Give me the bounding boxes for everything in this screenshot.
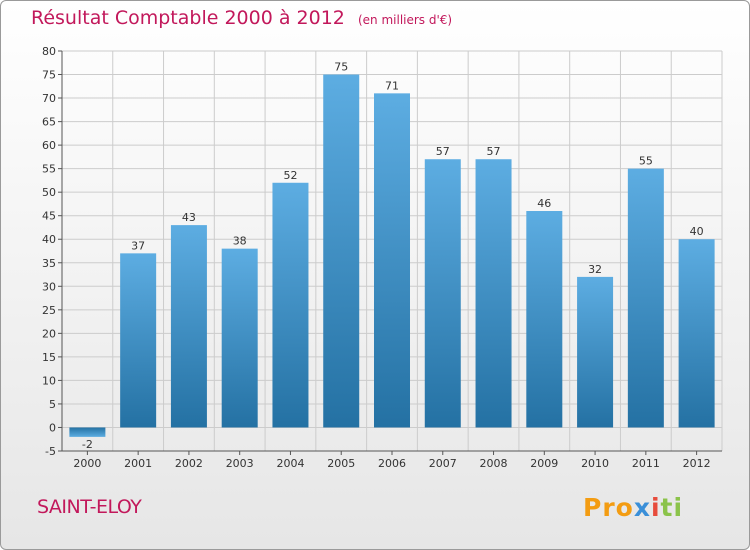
y-tick-label: 30 [42, 280, 56, 293]
bar-2003 [221, 248, 258, 428]
y-tick-label: 0 [49, 421, 56, 434]
y-tick-label: 20 [42, 327, 56, 340]
title-unit: (en milliers d'€) [357, 13, 453, 27]
logo-part-2: x [633, 493, 651, 522]
bar-2008 [475, 159, 512, 428]
data-label-2007: 57 [436, 145, 450, 158]
y-tick-label: 15 [42, 351, 56, 364]
data-label-2002: 43 [182, 211, 196, 224]
y-tick-label: 25 [42, 304, 56, 317]
x-tick-label-2004: 2004 [276, 457, 304, 470]
x-tick-label-2007: 2007 [429, 457, 457, 470]
bar-2012 [678, 239, 715, 428]
data-label-2006: 71 [385, 79, 399, 92]
commune-name: SAINT-ELOY [37, 496, 142, 518]
data-label-2005: 75 [334, 61, 348, 74]
y-tick-label: 65 [42, 116, 56, 129]
bar-2000 [69, 427, 106, 437]
y-tick-label: 55 [42, 163, 56, 176]
data-label-2000: -2 [82, 438, 93, 451]
x-tick-label-2008: 2008 [480, 457, 508, 470]
x-tick-label-2005: 2005 [327, 457, 355, 470]
y-tick-label: 35 [42, 257, 56, 270]
data-label-2003: 38 [233, 235, 247, 248]
bar-2006 [374, 93, 410, 428]
data-label-2011: 55 [639, 155, 653, 168]
x-tick-label-2009: 2009 [530, 457, 558, 470]
bar-2011 [627, 168, 664, 428]
x-tick-label-2006: 2006 [378, 457, 406, 470]
bar-2009 [526, 211, 563, 428]
y-tick-label: 60 [42, 139, 56, 152]
y-tick-label: 50 [42, 186, 56, 199]
chart-title: Résultat Comptable 2000 à 2012 (en milli… [31, 7, 452, 29]
y-tick-label: 40 [42, 233, 56, 246]
bar-2007 [424, 159, 461, 428]
logo-part-3: i [650, 493, 661, 522]
data-label-2001: 37 [131, 239, 145, 252]
y-tick-label: 45 [42, 210, 56, 223]
y-tick-label: 10 [42, 374, 56, 387]
x-tick-label-2000: 2000 [73, 457, 101, 470]
x-tick-label-2010: 2010 [581, 457, 609, 470]
title-text: Résultat Comptable 2000 à 2012 [31, 7, 345, 29]
y-tick-label: 5 [49, 398, 56, 411]
bar-2001 [120, 253, 157, 428]
x-tick-label-2012: 2012 [683, 457, 711, 470]
x-tick-label-2011: 2011 [632, 457, 660, 470]
bar-2010 [577, 276, 614, 428]
data-label-2009: 46 [537, 197, 551, 210]
data-label-2012: 40 [690, 225, 704, 238]
y-tick-label: 80 [42, 45, 56, 58]
x-tick-label-2003: 2003 [226, 457, 254, 470]
logo-part-1: Pro [583, 493, 634, 522]
y-tick-label: 75 [42, 69, 56, 82]
data-label-2004: 52 [283, 169, 297, 182]
logo-part-4: ti [660, 493, 684, 522]
x-tick-label-2002: 2002 [175, 457, 203, 470]
y-tick-label: -5 [45, 445, 56, 458]
data-label-2008: 57 [487, 145, 501, 158]
x-tick-label-2001: 2001 [124, 457, 152, 470]
bar-2002 [170, 225, 207, 428]
proxiti-logo: Proxiti [583, 493, 683, 522]
y-tick-label: 70 [42, 92, 56, 105]
bar-2004 [272, 182, 309, 428]
data-label-2010: 32 [588, 263, 602, 276]
bar-2005 [323, 74, 360, 428]
